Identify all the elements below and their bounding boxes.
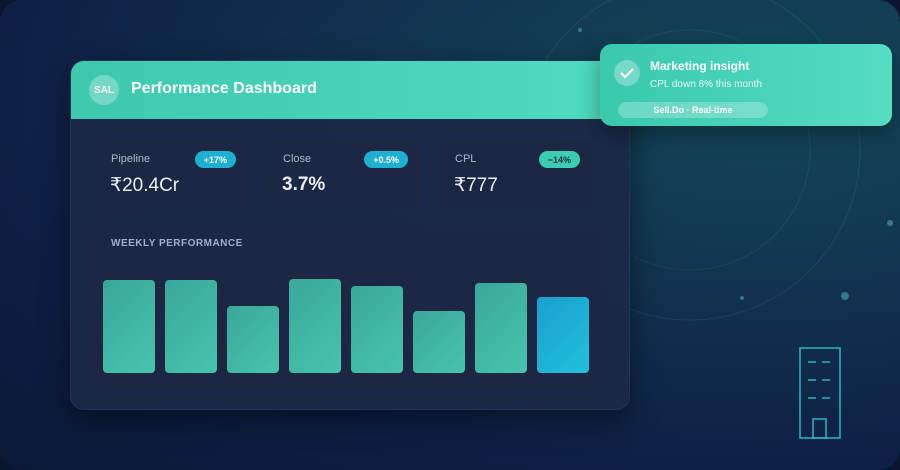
check-icon	[614, 60, 640, 86]
bar	[413, 311, 465, 373]
notification-tag: Sell.Do · Real-time	[618, 102, 768, 118]
kpi-label: Pipeline	[111, 153, 151, 165]
bar	[103, 280, 155, 373]
kpi-value: 3.7%	[282, 174, 326, 195]
kpi-change: +17%	[194, 151, 236, 168]
notification: Marketing insight CPL down 8% this month…	[600, 44, 892, 126]
kpi-change: +0.5%	[364, 151, 408, 168]
weekly-chart-panel: WEEKLY PERFORMANCE	[95, 226, 606, 388]
kpi-card: Close +0.5% 3.7%	[268, 141, 421, 209]
bar	[165, 280, 217, 373]
kpi-value: ₹20.4Cr	[110, 175, 180, 196]
notification-message: CPL down 8% this month	[650, 79, 762, 90]
dashboard-title: Performance Dashboard	[131, 80, 317, 97]
avatar-badge: SAL	[89, 75, 119, 105]
kpi-label: CPL	[455, 153, 477, 165]
bar	[475, 283, 527, 373]
kpi-change: −14%	[538, 151, 580, 168]
kpi-label: Close	[283, 153, 312, 165]
kpi-card: Pipeline +17% ₹20.4Cr	[96, 141, 249, 209]
bar	[289, 279, 341, 373]
bar	[537, 297, 589, 373]
notification-title: Marketing insight	[650, 59, 750, 73]
kpi-value: ₹777	[454, 175, 498, 196]
card-header: SAL Performance Dashboard	[71, 61, 629, 119]
dashboard-card: SAL Performance Dashboard Pipeline +17% …	[70, 60, 630, 410]
chart-title: WEEKLY PERFORMANCE	[111, 238, 243, 249]
bar	[227, 306, 279, 373]
bar	[351, 286, 403, 373]
kpi-card: CPL −14% ₹777	[440, 141, 593, 209]
